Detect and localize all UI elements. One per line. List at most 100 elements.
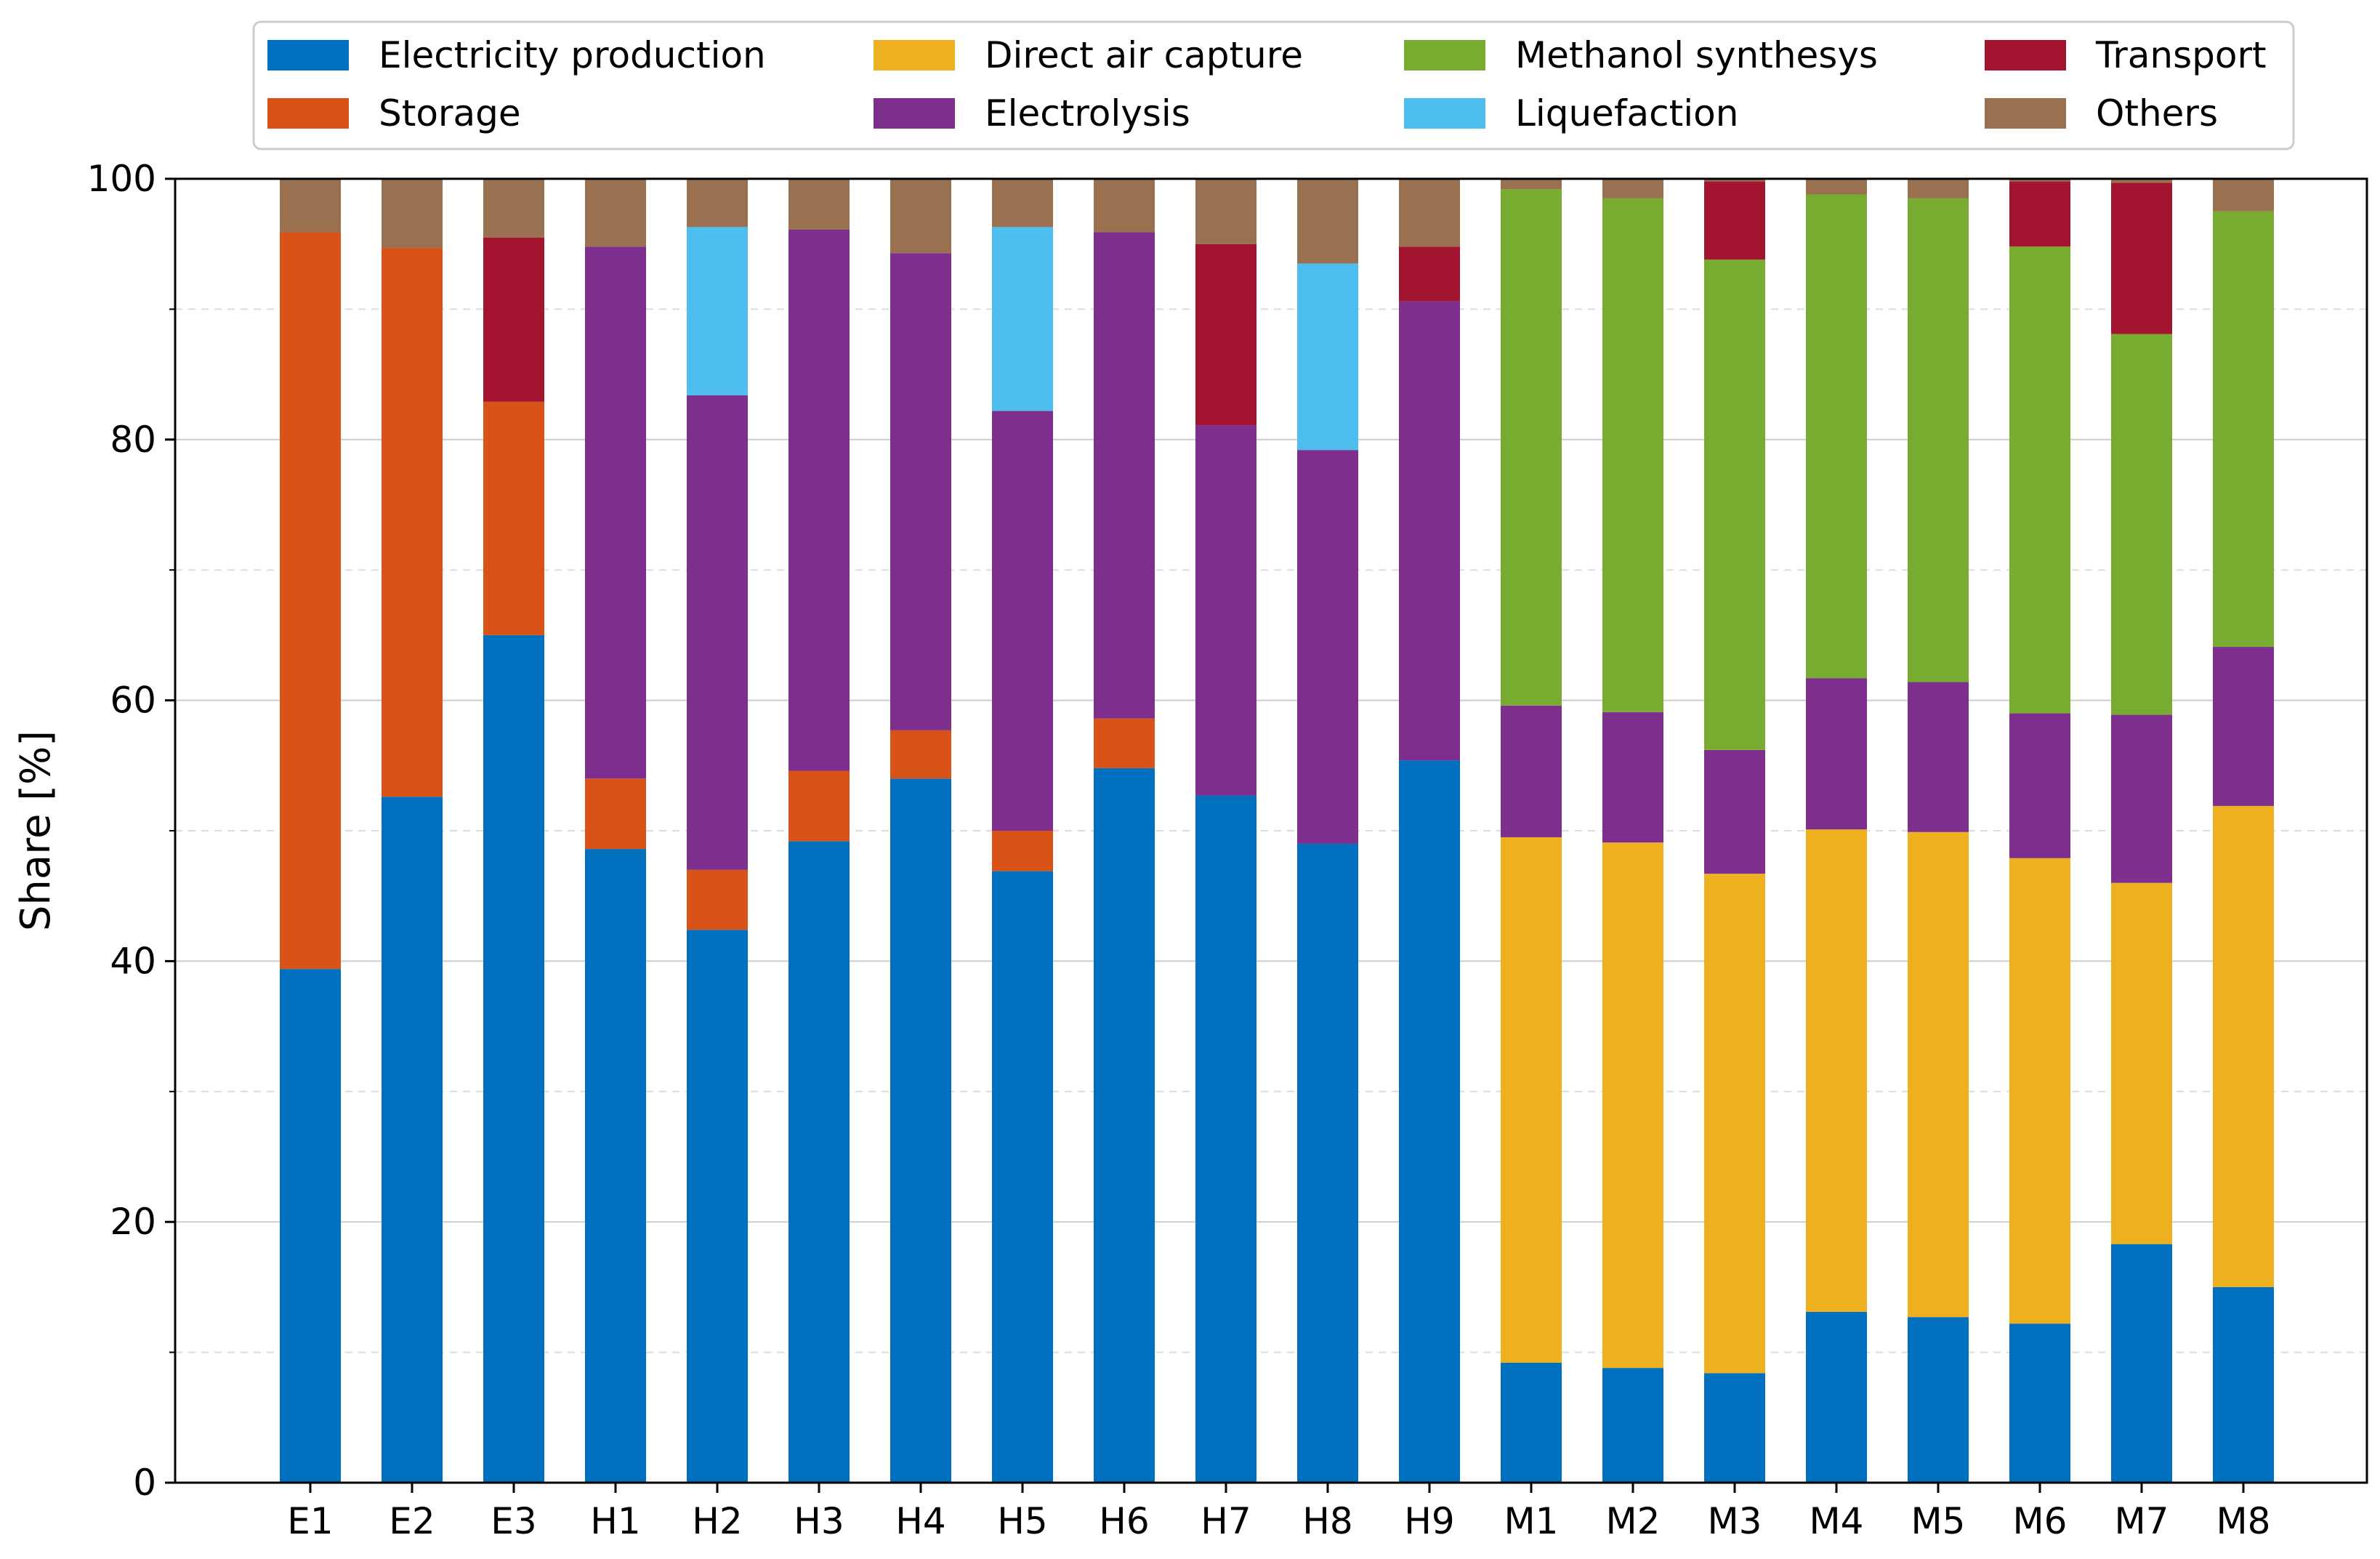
bar-segment: H7 – Others: 5% xyxy=(1195,179,1256,244)
bar-segment: H6 – Electrolysis: 37.3% xyxy=(1094,232,1155,719)
bar-segment: E2 – Storage: 42.1% xyxy=(382,248,443,797)
bar-segment: M3 – Electricity production: 8.4% xyxy=(1704,1373,1765,1483)
bar-segment: E3 – Transport: 12.6% xyxy=(483,237,544,402)
bar-segment: H8 – Electrolysis: 30.2% xyxy=(1297,450,1358,844)
bar-segment: M1 – Direct air capture: 40.3% xyxy=(1501,837,1562,1363)
legend-swatch xyxy=(267,40,349,71)
bar-segment: H7 – Electricity production: 52.7% xyxy=(1195,795,1256,1483)
bar-segment: M3 – Others: 0.2% xyxy=(1704,179,1765,182)
legend-swatch xyxy=(1404,40,1485,71)
legend-label: Electrolysis xyxy=(985,92,1190,134)
legend-swatch xyxy=(874,98,955,129)
bar-segment: E3 – Electricity production: 65% xyxy=(483,635,544,1483)
x-tick-label: H2 xyxy=(692,1500,742,1542)
bar-segment: M2 – Others: 1.5% xyxy=(1602,179,1663,198)
y-tick-label: 60 xyxy=(110,680,156,722)
legend-swatch xyxy=(267,98,349,129)
bar-segment: M8 – Direct air capture: 36.9% xyxy=(2213,805,2274,1287)
bars-layer: E1 – Electricity production: 39.4%E1 – S… xyxy=(280,179,2274,1483)
bar-segment: M5 – Electrolysis: 11.5% xyxy=(1908,682,1969,832)
bar-segment: M6 – Others: 0.2% xyxy=(2009,179,2070,182)
x-tick-label: M5 xyxy=(1911,1500,1966,1542)
legend-swatch xyxy=(874,40,955,71)
bar-segment: M5 – Others: 1.5% xyxy=(1908,179,1969,198)
bar-segment: M5 – Direct air capture: 37.2% xyxy=(1908,831,1969,1318)
bar-segment: H4 – Electricity production: 54% xyxy=(890,778,951,1483)
bar-segment: H7 – Electrolysis: 28.4% xyxy=(1195,425,1256,796)
legend-label: Transport xyxy=(2095,34,2267,76)
y-tick-label: 100 xyxy=(87,158,156,200)
legend-label: Direct air capture xyxy=(985,34,1303,76)
x-tick-label: H4 xyxy=(895,1500,945,1542)
bar-segment: H1 – Others: 5.2% xyxy=(585,179,646,247)
legend-label: Others xyxy=(2096,92,2218,134)
legend-label: Liquefaction xyxy=(1515,92,1738,134)
legend-label: Storage xyxy=(379,92,521,134)
bar-segment: H9 – Transport: 4.2% xyxy=(1399,246,1460,302)
bar-segment: H3 – Others: 3.9% xyxy=(788,179,850,230)
bar-segment: H9 – Electricity production: 55.4% xyxy=(1399,760,1460,1483)
bar-segment: M6 – Electricity production: 12.2% xyxy=(2009,1324,2070,1483)
y-tick-label: 80 xyxy=(110,419,156,461)
bar-segment: M2 – Direct air capture: 40.3% xyxy=(1602,842,1663,1369)
bar-segment: H3 – Storage: 5.4% xyxy=(788,770,850,842)
legend-swatch xyxy=(1985,40,2066,71)
x-tick-label: E1 xyxy=(287,1500,333,1542)
bar-segment: H1 – Storage: 5.4% xyxy=(585,778,646,850)
bar-segment: M8 – Electricity production: 15% xyxy=(2213,1286,2274,1483)
x-tick-label: M8 xyxy=(2216,1500,2271,1542)
bar-segment: M4 – Electrolysis: 11.6% xyxy=(1806,678,1867,830)
bar-segment: M7 – Transport: 11.6% xyxy=(2111,182,2172,334)
bar-segment: E3 – Others: 4.5% xyxy=(483,179,544,238)
bar-segment: M7 – Electrolysis: 12.9% xyxy=(2111,714,2172,883)
bar-segment: M2 – Electrolysis: 10% xyxy=(1602,712,1663,843)
legend-label: Electricity production xyxy=(379,34,766,76)
bar-segment: M6 – Electrolysis: 11.1% xyxy=(2009,713,2070,858)
legend-frame xyxy=(252,20,2295,150)
x-tick-label: M2 xyxy=(1606,1500,1661,1542)
bar-segment: H6 – Electricity production: 54.8% xyxy=(1094,768,1155,1483)
x-tick-label: M3 xyxy=(1708,1500,1762,1542)
bar-segment: M4 – Others: 1.2% xyxy=(1806,179,1867,195)
y-tick-label: 20 xyxy=(110,1201,156,1243)
bar-segment: H2 – Liquefaction: 12.9% xyxy=(687,227,748,395)
bar-segment: H2 – Storage: 4.6% xyxy=(687,869,748,930)
bar-segment: H5 – Electrolysis: 32.2% xyxy=(992,411,1053,831)
bar-segment: H8 – Others: 6.5% xyxy=(1297,179,1358,264)
bar-segment: H6 – Others: 4.1% xyxy=(1094,179,1155,233)
bar-segment: H4 – Electrolysis: 36.6% xyxy=(890,253,951,730)
x-tick-label: M7 xyxy=(2115,1500,2169,1542)
bar-segment: H3 – Electricity production: 49.2% xyxy=(788,841,850,1483)
bar-segment: M6 – Transport: 5% xyxy=(2009,181,2070,247)
bar-segment: E2 – Electricity production: 52.6% xyxy=(382,797,443,1483)
legend-label: Methanol synthesys xyxy=(1515,34,1878,76)
x-tick-label: M4 xyxy=(1810,1500,1864,1542)
bar-segment: H1 – Electrolysis: 40.8% xyxy=(585,246,646,779)
x-tick-label: H9 xyxy=(1404,1500,1454,1542)
y-axis-title: Share [%] xyxy=(12,730,60,931)
bar-segment: E1 – Storage: 56.5% xyxy=(280,232,341,970)
bar-segment: M2 – Electricity production: 8.8% xyxy=(1602,1368,1663,1483)
bar-segment: E3 – Storage: 17.9% xyxy=(483,401,544,635)
bar-segment: M7 – Electricity production: 18.3% xyxy=(2111,1244,2172,1483)
bar-segment: M5 – Methanol synthesys: 37.1% xyxy=(1908,198,1969,682)
bar-segment: M3 – Transport: 6% xyxy=(1704,181,1765,260)
bar-segment: M8 – Others: 2.5% xyxy=(2213,179,2274,212)
bar-segment: M7 – Methanol synthesys: 29.2% xyxy=(2111,334,2172,715)
bar-segment: H9 – Electrolysis: 35.2% xyxy=(1399,301,1460,761)
bar-segment: M4 – Direct air capture: 37% xyxy=(1806,829,1867,1312)
bar-segment: M1 – Electricity production: 9.2% xyxy=(1501,1362,1562,1483)
bar-segment: H5 – Electricity production: 46.9% xyxy=(992,871,1053,1483)
bar-segment: H2 – Electrolysis: 36.4% xyxy=(687,395,748,870)
bar-segment: M6 – Methanol synthesys: 35.8% xyxy=(2009,246,2070,714)
axes-layer: 0 20 40 60 80 100 E1 E2 E3 H1 H2 H3 H4 H5 H6 H7 H8 H9 M1 M2… xyxy=(87,158,2271,1542)
bar-segment: M7 – Others: 0.3% xyxy=(2111,179,2172,183)
bar-segment: H1 – Electricity production: 48.6% xyxy=(585,849,646,1483)
x-tick-label: M6 xyxy=(2013,1500,2068,1542)
bar-segment: M4 – Methanol synthesys: 37.1% xyxy=(1806,194,1867,679)
bar-segment: M1 – Others: 0.8% xyxy=(1501,179,1562,190)
bar-segment: E2 – Others: 5.3% xyxy=(382,179,443,249)
bar-segment: E1 – Electricity production: 39.4% xyxy=(280,969,341,1483)
